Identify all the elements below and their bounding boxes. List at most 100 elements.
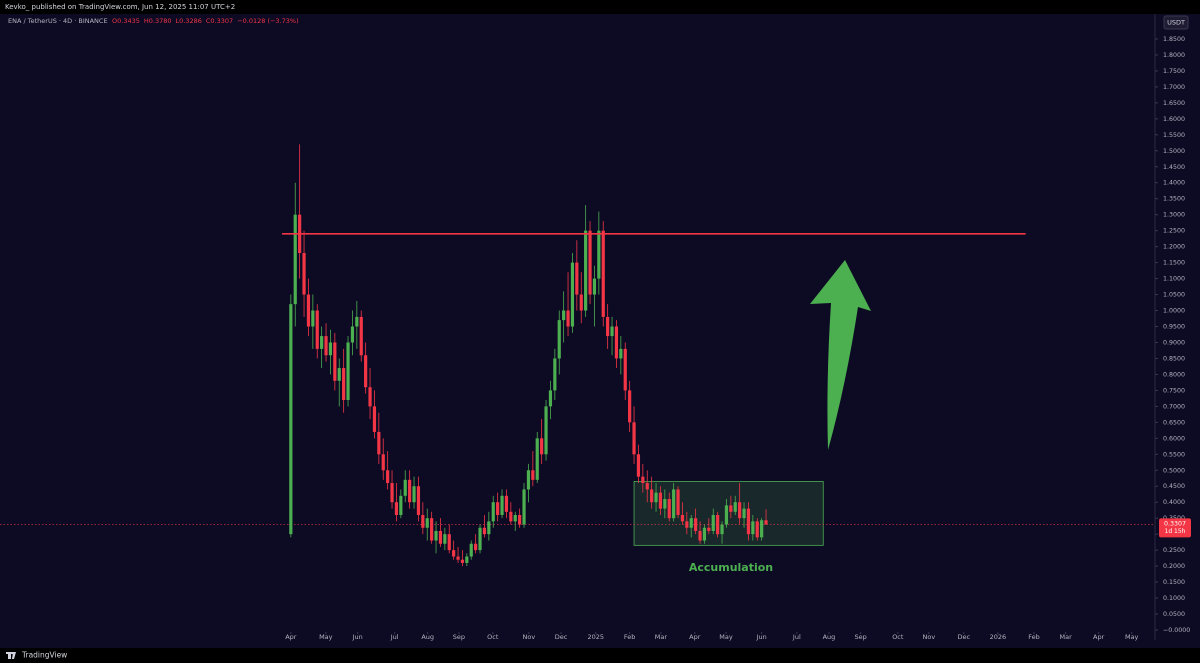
y-tick-label: 1.5000 (1163, 148, 1185, 155)
ohlc-value: H0.3780 (144, 17, 172, 25)
candle-body (460, 559, 465, 563)
candle-body (434, 530, 438, 541)
candle-body (636, 454, 641, 477)
y-tick-label: 1.6500 (1163, 100, 1185, 107)
candle-body (760, 520, 764, 538)
candle-body (628, 390, 632, 423)
x-tick-label: Apr (1093, 633, 1105, 641)
candle-body (729, 505, 733, 512)
x-tick-label: Aug (823, 633, 836, 641)
x-tick-label: Mar (655, 633, 668, 641)
candle-body (597, 230, 601, 279)
x-tick-label: Mar (1060, 633, 1073, 641)
candle-body (355, 316, 359, 327)
candle-body (509, 511, 513, 522)
candle-body (377, 431, 381, 455)
y-tick-label: 0.8000 (1163, 371, 1185, 378)
x-tick-label: Apr (285, 633, 297, 641)
candle-body (465, 556, 469, 563)
candle-body (685, 521, 689, 528)
y-tick-label: 1.0000 (1163, 308, 1185, 315)
candle-body (654, 492, 658, 503)
candle-body (342, 368, 346, 400)
candle-body (337, 368, 341, 381)
candle-body (606, 316, 610, 337)
candle-body (548, 390, 553, 407)
candle-body (394, 502, 399, 515)
candle-body (416, 486, 421, 515)
candle-body (650, 489, 654, 503)
candle-body (408, 479, 412, 503)
symbol: ENA / TetherUS · 4D · BINANCE (8, 17, 108, 25)
x-tick-label: Oct (892, 633, 904, 641)
candle-body (689, 518, 693, 528)
top-bar (0, 0, 1200, 14)
x-tick-label: Sep (453, 633, 465, 641)
candle-body (333, 342, 337, 381)
candle-body (328, 342, 333, 356)
y-tick-label: 1.1000 (1163, 276, 1185, 283)
candle-body (469, 543, 473, 557)
price-label-box (1159, 518, 1191, 538)
x-tick-label: 2026 (990, 633, 1007, 641)
candle-body (478, 527, 482, 551)
candle-body (680, 514, 685, 522)
candle-body (716, 514, 720, 535)
x-tick-label: 2025 (587, 633, 604, 641)
candle-body (720, 524, 724, 535)
x-tick-label: Feb (624, 633, 636, 641)
y-tick-label: 1.3500 (1163, 196, 1185, 203)
candle-body (320, 336, 324, 349)
y-tick-label: 1.4000 (1163, 180, 1185, 187)
y-tick-label: 1.3000 (1163, 212, 1185, 219)
candle-body (346, 342, 350, 400)
y-tick-label: 1.7500 (1163, 68, 1185, 75)
candle-body (623, 348, 627, 391)
y-tick-label: 0.0500 (1163, 611, 1185, 618)
y-tick-label: 1.5500 (1163, 132, 1185, 139)
y-tick-label: 0.5000 (1163, 467, 1185, 474)
candle-body (522, 489, 526, 525)
candle-body (579, 294, 583, 311)
candle-body (372, 406, 377, 432)
candle-body (738, 502, 742, 519)
publisher: Kevko_ published on TradingView.com, Jun… (5, 3, 235, 11)
candle-body (562, 310, 566, 321)
y-tick-label: 1.2000 (1163, 244, 1185, 251)
price-label: 0.3307 (1164, 520, 1186, 527)
bottom-bar (0, 648, 1200, 663)
x-tick-label: Jul (792, 633, 801, 641)
y-tick-label: 0.7500 (1163, 387, 1185, 394)
candle-body (724, 505, 729, 525)
candle-body (403, 479, 407, 496)
candle-body (526, 470, 531, 490)
y-tick-label: 0.2000 (1163, 563, 1185, 570)
candle-body (694, 518, 698, 531)
candle-body (368, 387, 372, 407)
x-tick-label: Oct (487, 633, 499, 641)
candle-body (667, 499, 671, 519)
candle-body (491, 502, 495, 522)
y-tick-label: 0.4500 (1163, 483, 1185, 490)
annotation: Accumulation (689, 561, 773, 574)
currency: USDT (1167, 19, 1185, 27)
y-tick-label: 1.0500 (1163, 292, 1185, 299)
y-tick-label: −0.0000 (1163, 627, 1190, 634)
ohlc-value: O0.3435 (112, 17, 140, 25)
candle-body (386, 470, 390, 484)
ohlc-header: O0.3435 H0.3780 L0.3286 C0.3307 −0.0128 (−3.… (112, 17, 299, 25)
x-tick-label: Apr (689, 633, 701, 641)
candle-body (566, 310, 570, 327)
brand-logo (6, 652, 16, 659)
x-tick-label: Jun (756, 633, 767, 641)
candle-body (487, 521, 491, 535)
candle-body (518, 514, 522, 525)
ohlc-value: −0.0128 (−3.73%) (237, 17, 298, 25)
candle-body (557, 320, 561, 359)
candle-body (742, 508, 746, 519)
candle-body (575, 262, 579, 295)
candle-body (452, 550, 456, 557)
candle-body (751, 521, 755, 535)
